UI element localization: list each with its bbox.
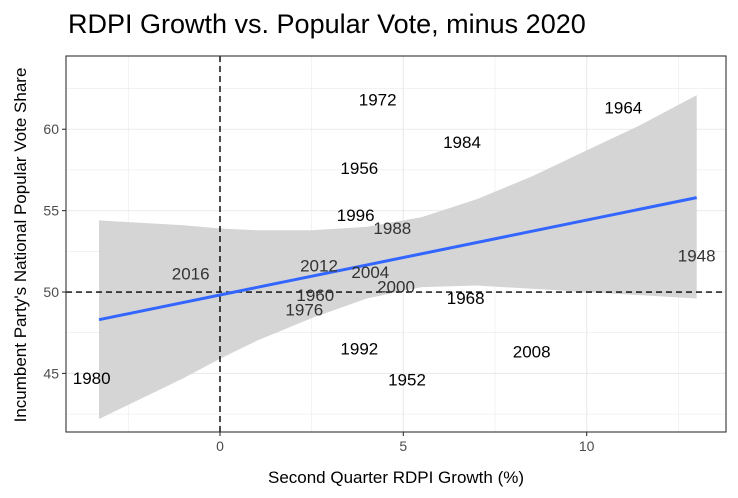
y-axis-title: Incumbent Party's National Popular Vote …: [11, 68, 30, 423]
y-tick-label: 45: [43, 365, 59, 381]
point-labels: 1948 1952 1956 1960 1964 1968 1972 1976 1980 1984…: [73, 90, 716, 389]
point-label-2012: 2012: [300, 256, 338, 275]
fit-line: [98, 196, 697, 322]
axis-ticks: 0 5 10 45 50 55 60: [43, 121, 594, 454]
point-label-1976: 1976: [285, 300, 323, 319]
y-tick-label: 55: [43, 203, 59, 219]
point-label-1948: 1948: [678, 247, 716, 266]
point-label-2008: 2008: [513, 343, 551, 362]
fit-line-group: [98, 196, 697, 322]
x-tick-label: 10: [579, 438, 595, 454]
point-label-1956: 1956: [340, 159, 378, 178]
x-tick-label: 5: [399, 438, 407, 454]
reference-lines: [66, 56, 726, 432]
y-tick-label: 60: [43, 121, 59, 137]
y-tick-label: 50: [43, 284, 59, 300]
point-label-2004: 2004: [351, 263, 389, 282]
plot-panel-border: [65, 55, 727, 433]
point-label-1992: 1992: [340, 339, 378, 358]
point-label-2000: 2000: [377, 278, 415, 297]
x-axis-title: Second Quarter RDPI Growth (%): [268, 468, 524, 487]
point-label-1980: 1980: [73, 369, 111, 388]
point-label-1952: 1952: [388, 370, 426, 389]
point-label-1972: 1972: [359, 90, 397, 109]
point-label-1968: 1968: [447, 289, 485, 308]
point-label-1996: 1996: [337, 206, 375, 225]
confidence-band: [99, 95, 697, 419]
x-tick-label: 0: [216, 438, 224, 454]
point-label-1960: 1960: [296, 286, 334, 305]
point-label-1984: 1984: [443, 133, 481, 152]
point-label-1964: 1964: [604, 99, 642, 118]
point-label-1988: 1988: [373, 219, 411, 238]
confidence-band-area: [99, 95, 697, 419]
chart-title: RDPI Growth vs. Popular Vote, minus 2020: [68, 9, 586, 39]
point-label-2016: 2016: [172, 265, 210, 284]
